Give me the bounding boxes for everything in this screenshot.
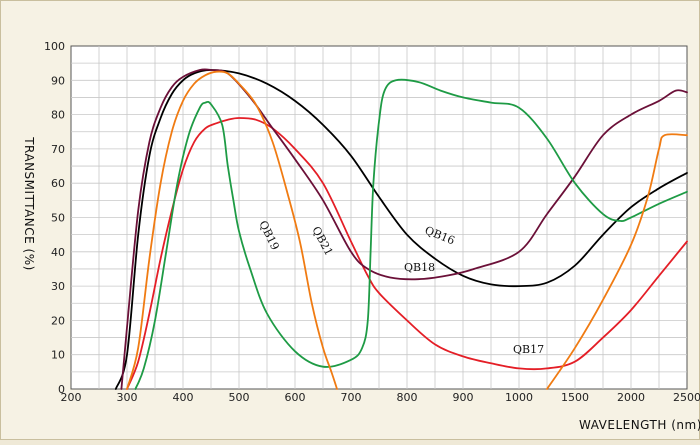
x-tick-label: 700 [341,391,362,404]
y-tick-label: 0 [58,383,65,396]
x-tick-label: 600 [285,391,306,404]
x-tick-label: 2000 [617,391,645,404]
y-tick-label: 10 [51,349,65,362]
curve-label-qb17: QB17 [513,343,544,356]
y-tick-label: 20 [51,314,65,327]
y-tick-label: 60 [51,177,65,190]
x-tick-label: 1500 [561,391,589,404]
y-tick-label: 100 [44,40,65,53]
x-tick-label: 500 [229,391,250,404]
grid [71,46,687,389]
y-tick-label: 50 [51,212,65,225]
x-tick-label: 2500 [673,391,700,404]
x-axis-title: WAVELENGTH (nm) [579,418,700,432]
y-tick-label: 90 [51,74,65,87]
y-axis-title: TRANSMITTANCE (%) [22,136,36,271]
y-tick-label: 40 [51,246,65,259]
y-axis-ticks: 0 10 20 30 40 50 60 70 80 90 100 [44,40,65,396]
x-tick-label: 800 [397,391,418,404]
y-tick-label: 70 [51,143,65,156]
curve-label-qb18: QB18 [404,261,435,274]
y-tick-label: 80 [51,109,65,122]
x-tick-label: 900 [453,391,474,404]
y-tick-label: 30 [51,280,65,293]
x-tick-label: 400 [173,391,194,404]
x-tick-label: 1000 [505,391,533,404]
x-tick-label: 300 [117,391,138,404]
